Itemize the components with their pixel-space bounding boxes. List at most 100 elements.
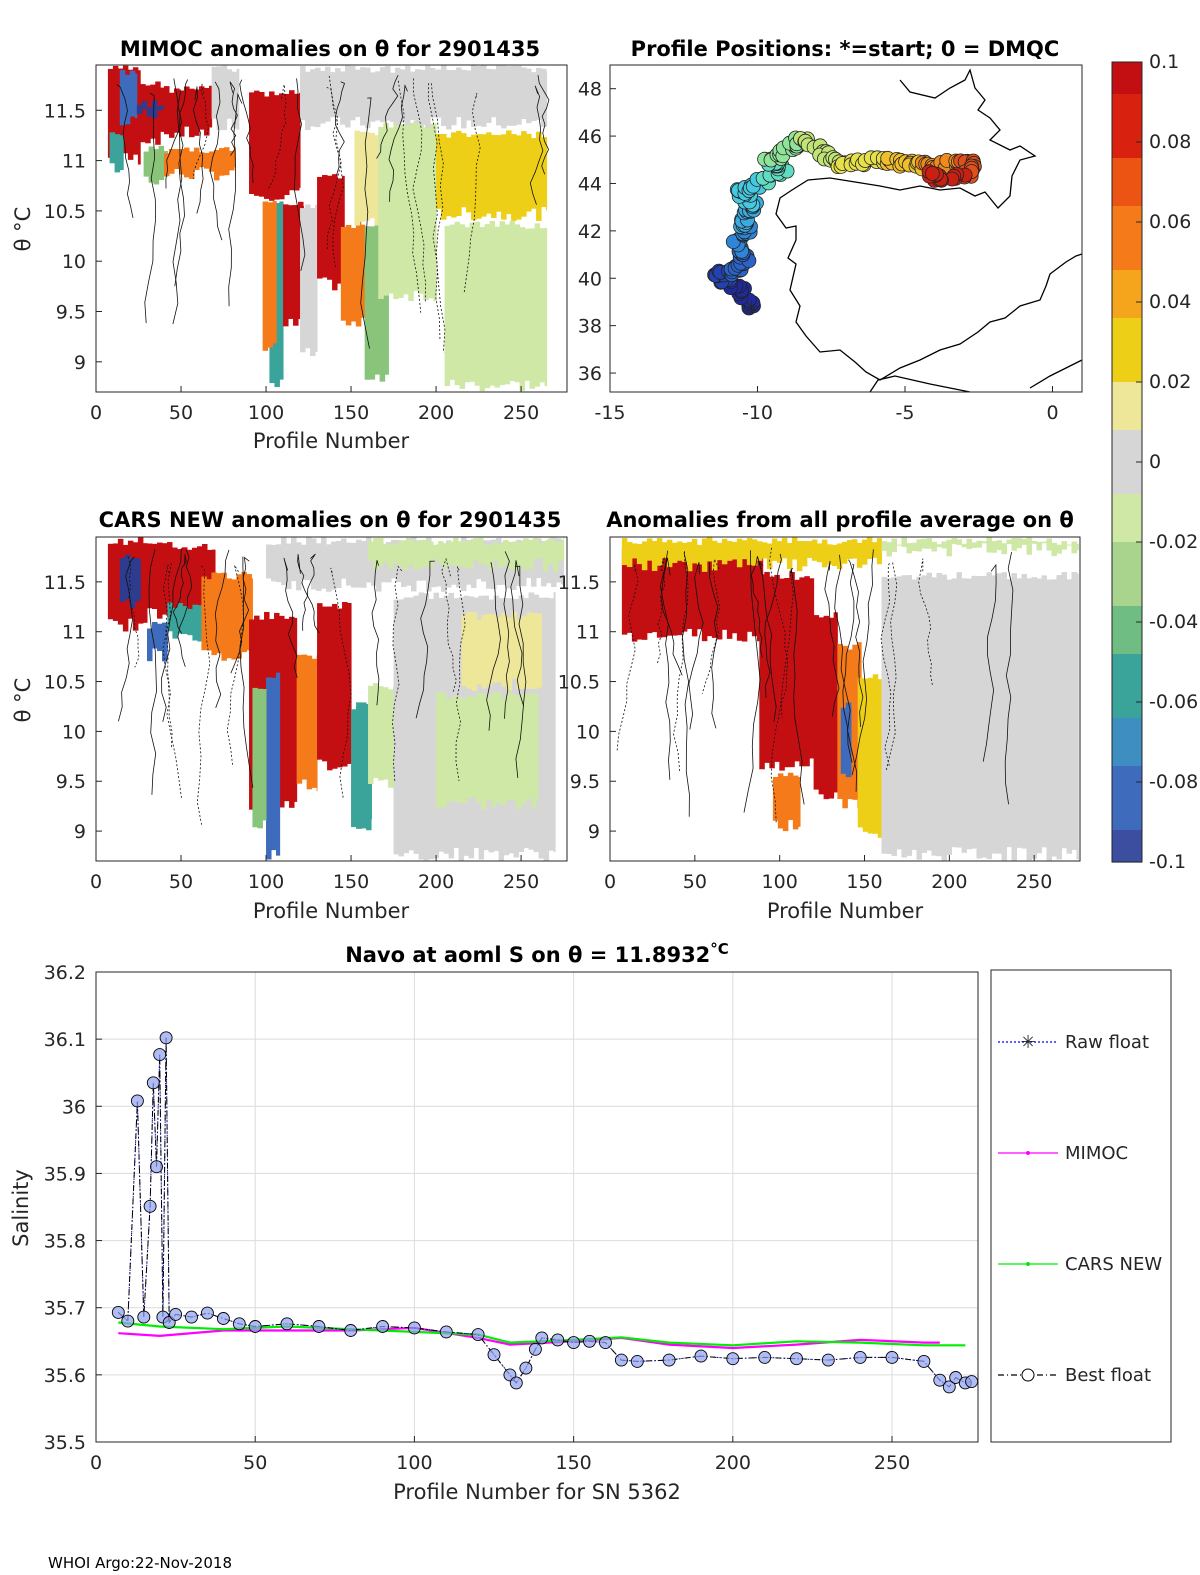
colorbar-cell bbox=[1112, 206, 1142, 223]
cars-ylabel: θ °C bbox=[11, 678, 35, 723]
heatmap-cell bbox=[293, 205, 299, 326]
heatmap-cell bbox=[531, 543, 537, 587]
heatmap-cell bbox=[119, 70, 126, 126]
heatmap-cell bbox=[496, 135, 502, 212]
contour-line bbox=[330, 567, 352, 799]
heatmap-cell bbox=[137, 70, 141, 165]
heatmap-cell bbox=[1046, 538, 1052, 551]
heatmap-cell bbox=[1026, 537, 1032, 555]
heatmap-cell bbox=[797, 777, 801, 827]
colorbar-cell bbox=[1112, 814, 1142, 831]
heatmap-cell bbox=[741, 540, 748, 560]
heatmap-cell bbox=[856, 542, 863, 568]
heatmap-cell bbox=[781, 537, 788, 559]
heatmap-cell bbox=[636, 548, 643, 640]
heatmap-cell bbox=[721, 538, 728, 565]
heatmap-cell bbox=[746, 538, 753, 566]
heatmap-cell bbox=[531, 72, 537, 121]
heatmap-cell bbox=[373, 683, 379, 779]
heatmap-cell bbox=[114, 134, 121, 173]
heatmap-cell bbox=[361, 540, 367, 588]
heatmap-cell bbox=[351, 542, 357, 588]
heatmap-cell bbox=[741, 554, 748, 642]
heatmap-cell bbox=[794, 579, 800, 762]
heatmap-cell bbox=[369, 226, 376, 380]
heatmap-cell bbox=[226, 578, 232, 659]
heatmap-cell bbox=[466, 611, 473, 689]
salinity-series bbox=[111, 1031, 979, 1394]
heatmap-cell bbox=[451, 132, 457, 218]
mimoc-axes-box bbox=[95, 64, 568, 393]
heatmap-cell bbox=[310, 69, 316, 127]
x-tick-label: 150 bbox=[555, 1452, 591, 1474]
salinity-title-unit: °C bbox=[710, 940, 729, 958]
heatmap-cell bbox=[321, 537, 327, 589]
heatmap-cell bbox=[374, 222, 381, 375]
heatmap-cell bbox=[926, 572, 932, 851]
colorbar-cell bbox=[1112, 830, 1142, 847]
heatmap-cell bbox=[484, 224, 491, 389]
contour-line bbox=[486, 562, 501, 731]
heatmap-cell bbox=[340, 71, 346, 125]
heatmap-cell bbox=[276, 672, 281, 856]
contour-line bbox=[228, 92, 243, 307]
heatmap-cell bbox=[521, 616, 528, 689]
heatmap-cell bbox=[246, 574, 252, 651]
colorbar-cell bbox=[1112, 238, 1142, 255]
heatmap-cell bbox=[231, 71, 238, 129]
contour-line bbox=[192, 86, 204, 214]
heatmap-cell bbox=[759, 574, 765, 770]
cars-ticks: 0 50 100 150 200 250 9 9.5 10 10.5 11 11.5 bbox=[44, 572, 540, 893]
heatmap-cell bbox=[383, 687, 389, 780]
heatmap-cell bbox=[355, 221, 362, 327]
contour-line bbox=[165, 79, 189, 189]
heatmap-cell bbox=[526, 694, 532, 799]
heatmap-cell bbox=[761, 542, 768, 559]
heatmap-cell bbox=[666, 539, 673, 568]
heatmap-cell bbox=[393, 544, 399, 563]
y-tick-label: 10 bbox=[576, 721, 600, 743]
heatmap-cell bbox=[345, 224, 352, 326]
contour-line bbox=[392, 565, 403, 783]
x-tick-label: 100 bbox=[248, 871, 284, 893]
heatmap-cell bbox=[558, 541, 564, 561]
heatmap-cell bbox=[491, 69, 497, 118]
heatmap-cell bbox=[441, 133, 447, 220]
y-tick-label: 36 bbox=[578, 363, 602, 385]
heatmap-cell bbox=[941, 574, 947, 861]
best-float-point bbox=[790, 1352, 803, 1366]
heatmap-cell bbox=[782, 776, 789, 832]
heatmap-cell bbox=[337, 608, 343, 768]
heatmap-cell bbox=[996, 573, 1002, 854]
y-tick-label: 44 bbox=[578, 173, 602, 195]
heatmap-cell bbox=[528, 539, 534, 569]
heatmap-cell bbox=[464, 227, 471, 383]
contour-line bbox=[230, 556, 250, 674]
x-tick-label: 200 bbox=[715, 1452, 751, 1474]
colorbar-cell bbox=[1112, 734, 1142, 751]
best-float-point bbox=[376, 1320, 390, 1333]
heatmap-cell bbox=[201, 576, 207, 651]
best-float-point bbox=[121, 1314, 135, 1328]
heatmap-cell bbox=[182, 547, 188, 619]
colorbar-cell bbox=[1112, 718, 1142, 735]
heatmap-cell bbox=[511, 693, 517, 801]
heatmap-cell bbox=[428, 598, 435, 860]
heatmap-cell bbox=[796, 540, 803, 572]
best-float-point bbox=[159, 1031, 173, 1045]
heatmap-cell bbox=[259, 91, 265, 197]
heatmap-cell bbox=[279, 201, 284, 380]
heatmap-cell bbox=[881, 576, 887, 854]
heatmap-cell bbox=[671, 542, 678, 564]
heatmap-cell bbox=[436, 133, 442, 209]
heatmap-cell bbox=[1036, 541, 1042, 551]
best-float-point bbox=[232, 1317, 246, 1331]
heatmap-cell bbox=[141, 101, 148, 110]
heatmap-cell bbox=[368, 541, 374, 561]
heatmap-cell bbox=[134, 73, 138, 119]
colorbar-tick-label: 0.1 bbox=[1149, 51, 1179, 73]
heatmap-cell bbox=[209, 85, 213, 128]
best-float-point bbox=[439, 1325, 453, 1339]
legend: ✳ Raw float MIMOC CARS NEW Best float bbox=[990, 969, 1172, 1443]
contour-line bbox=[682, 552, 690, 817]
